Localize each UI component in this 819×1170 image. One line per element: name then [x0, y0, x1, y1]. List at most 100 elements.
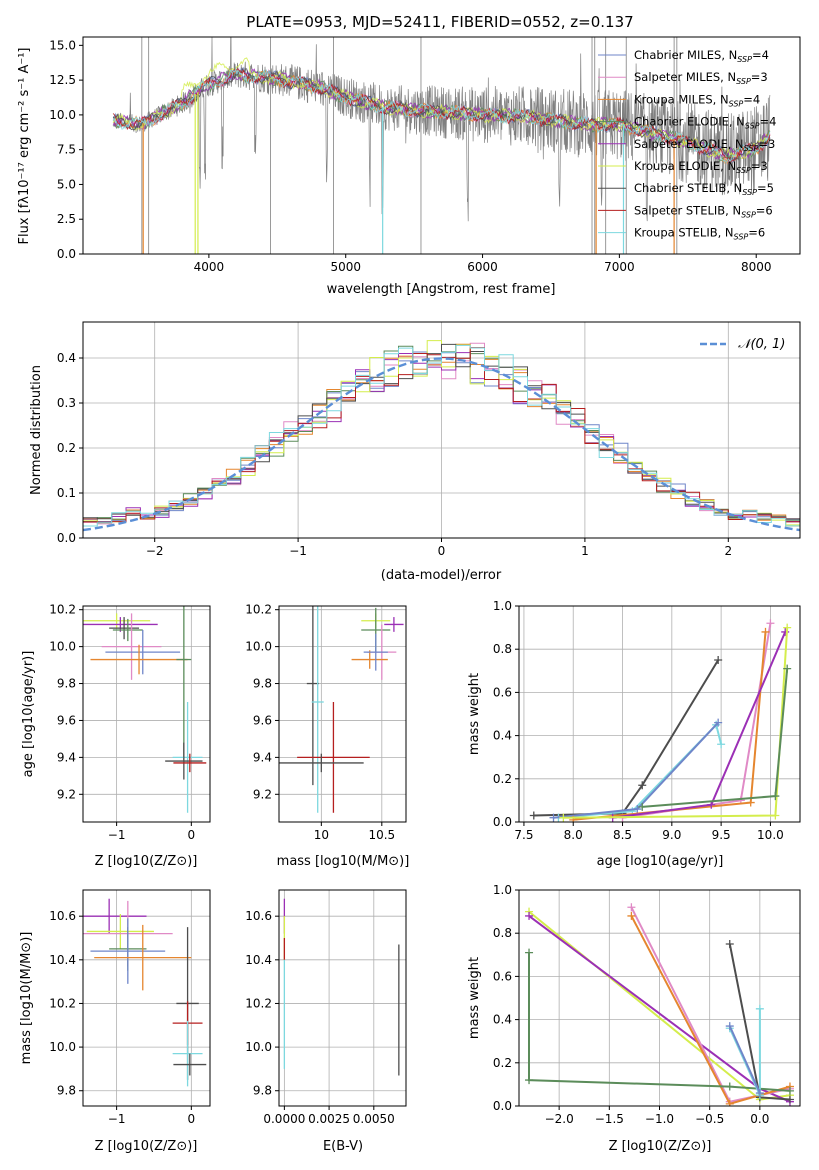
legend-label: Kroupa ELODIE, NSSP=3: [634, 159, 768, 175]
weight-series-5: [573, 631, 767, 821]
x-tick-label: 0: [188, 828, 196, 842]
x-tick-label: −1: [289, 544, 307, 558]
weight-series-8: [728, 1025, 761, 1094]
x-tick-label: 8000: [741, 260, 772, 274]
weight-marker: [638, 802, 647, 811]
weight-marker: [559, 813, 568, 822]
x-tick-label: 9.0: [662, 828, 681, 842]
weight-marker: [714, 718, 723, 727]
chart-title: PLATE=0953, MJD=52411, FIBERID=0552, z=0…: [246, 13, 633, 31]
weight-marker: [761, 627, 770, 636]
x-tick-label: 7.5: [514, 828, 533, 842]
x-tick-label: −1: [108, 1112, 126, 1126]
weight-marker: [755, 1089, 764, 1098]
plot-area: [83, 606, 207, 813]
legend-label: 𝒩(0, 1): [738, 337, 785, 352]
y-tick-label: 9.8: [253, 1084, 272, 1098]
residual-histogram-5: [83, 352, 800, 524]
legend-label: Salpeter MILES, NSSP=3: [634, 70, 768, 86]
weight-marker: [783, 664, 792, 673]
x-tick-label: 0: [188, 1112, 196, 1126]
y-tick-label: 10.0: [49, 1040, 76, 1054]
y-tick-label: 15.0: [49, 38, 76, 52]
x-axis-label: (data-model)/error: [381, 568, 502, 583]
y-axis-label: Normed distribution: [29, 365, 44, 495]
y-tick-label: 10.2: [245, 996, 272, 1010]
x-tick-label: 8.0: [564, 828, 583, 842]
y-tick-label: 10.0: [245, 640, 272, 654]
weight-series-3: [630, 906, 791, 1103]
legend-label: Salpeter STELIB, NSSP=6: [634, 203, 773, 219]
model-fit-9: [112, 67, 771, 164]
model-fit-6: [112, 57, 771, 160]
axes-frame: [82, 605, 211, 823]
legend-label: Kroupa STELIB, NSSP=6: [634, 226, 765, 242]
weight-marker: [785, 1086, 794, 1095]
x-tick-label: 0.0: [750, 1112, 769, 1126]
y-tick-label: 10.2: [245, 603, 272, 617]
weight-marker: [627, 911, 636, 920]
weight-marker: [725, 1099, 734, 1106]
y-tick-label: 0.4: [493, 729, 512, 743]
y-tick-label: 9.6: [57, 713, 76, 727]
x-tick-label: 6000: [467, 260, 498, 274]
y-axis-label: age [log10(age/yr)]: [21, 651, 36, 778]
y-tick-label: 5.0: [57, 177, 76, 191]
y-tick-label: 0.8: [493, 926, 512, 940]
y-tick-label: 0.0: [493, 1099, 512, 1113]
weight-series-8: [642, 668, 789, 808]
x-tick-label: 10.0: [757, 828, 784, 842]
y-tick-label: 10.4: [49, 953, 76, 967]
axes-frame: [278, 889, 407, 1107]
y-tick-label: 7.5: [57, 143, 76, 157]
y-tick-label: 0.8: [493, 642, 512, 656]
weight-marker: [525, 911, 534, 920]
plot-area: [283, 898, 400, 1076]
x-tick-label: 8.5: [613, 828, 632, 842]
y-tick-label: 0.2: [493, 772, 512, 786]
weight-marker: [771, 811, 780, 820]
x-tick-label: 0.0000: [263, 1112, 305, 1126]
y-tick-label: 0.2: [57, 441, 76, 455]
plot-area: [83, 340, 800, 532]
y-axis-label: mass [log10(M/M⊙)]: [19, 932, 34, 1065]
y-tick-label: 10.2: [49, 603, 76, 617]
weight-marker: [717, 740, 726, 749]
y-tick-label: 10.4: [245, 953, 272, 967]
weight-marker: [766, 619, 775, 628]
plot-area: [112, 37, 771, 254]
y-tick-label: 10.0: [245, 1040, 272, 1054]
y-tick-label: 9.8: [57, 1084, 76, 1098]
normal-curve: [83, 357, 800, 532]
y-tick-label: 0.0: [57, 531, 76, 545]
legend-label: Salpeter ELODIE, NSSP=3: [634, 137, 775, 153]
x-tick-label: 7000: [604, 260, 635, 274]
y-axis-label: mass weight: [467, 673, 482, 755]
weight-marker: [714, 656, 723, 664]
y-tick-label: 12.5: [49, 73, 76, 87]
x-tick-label: 5000: [330, 260, 361, 274]
x-axis-label: Z [log10(Z/Z⊙)]: [95, 854, 198, 869]
y-tick-label: 10.6: [49, 909, 76, 923]
weight-marker: [627, 903, 636, 912]
plot-area: [529, 619, 792, 822]
weight-marker: [725, 1082, 734, 1091]
x-tick-label: −1.5: [595, 1112, 624, 1126]
y-tick-label: 9.2: [57, 787, 76, 801]
x-tick-label: 0.0050: [353, 1112, 395, 1126]
weight-marker: [633, 805, 642, 814]
y-tick-label: 0.0: [493, 815, 512, 829]
x-tick-label: −2.0: [545, 1112, 574, 1126]
legend-label: Chabrier STELIB, NSSP=5: [634, 181, 774, 197]
axes-frame: [82, 36, 801, 255]
x-tick-label: 0: [438, 544, 446, 558]
y-tick-label: 9.6: [253, 713, 272, 727]
x-axis-label: Z [log10(Z/Z⊙)]: [95, 1139, 198, 1154]
y-tick-label: 0.1: [57, 486, 76, 500]
x-tick-label: −0.5: [695, 1112, 724, 1126]
legend-label: Kroupa MILES, NSSP=4: [634, 92, 760, 108]
y-tick-label: 10.0: [49, 108, 76, 122]
y-tick-label: 9.4: [57, 750, 76, 764]
x-tick-label: 9.5: [712, 828, 731, 842]
plot-area: [279, 606, 404, 813]
